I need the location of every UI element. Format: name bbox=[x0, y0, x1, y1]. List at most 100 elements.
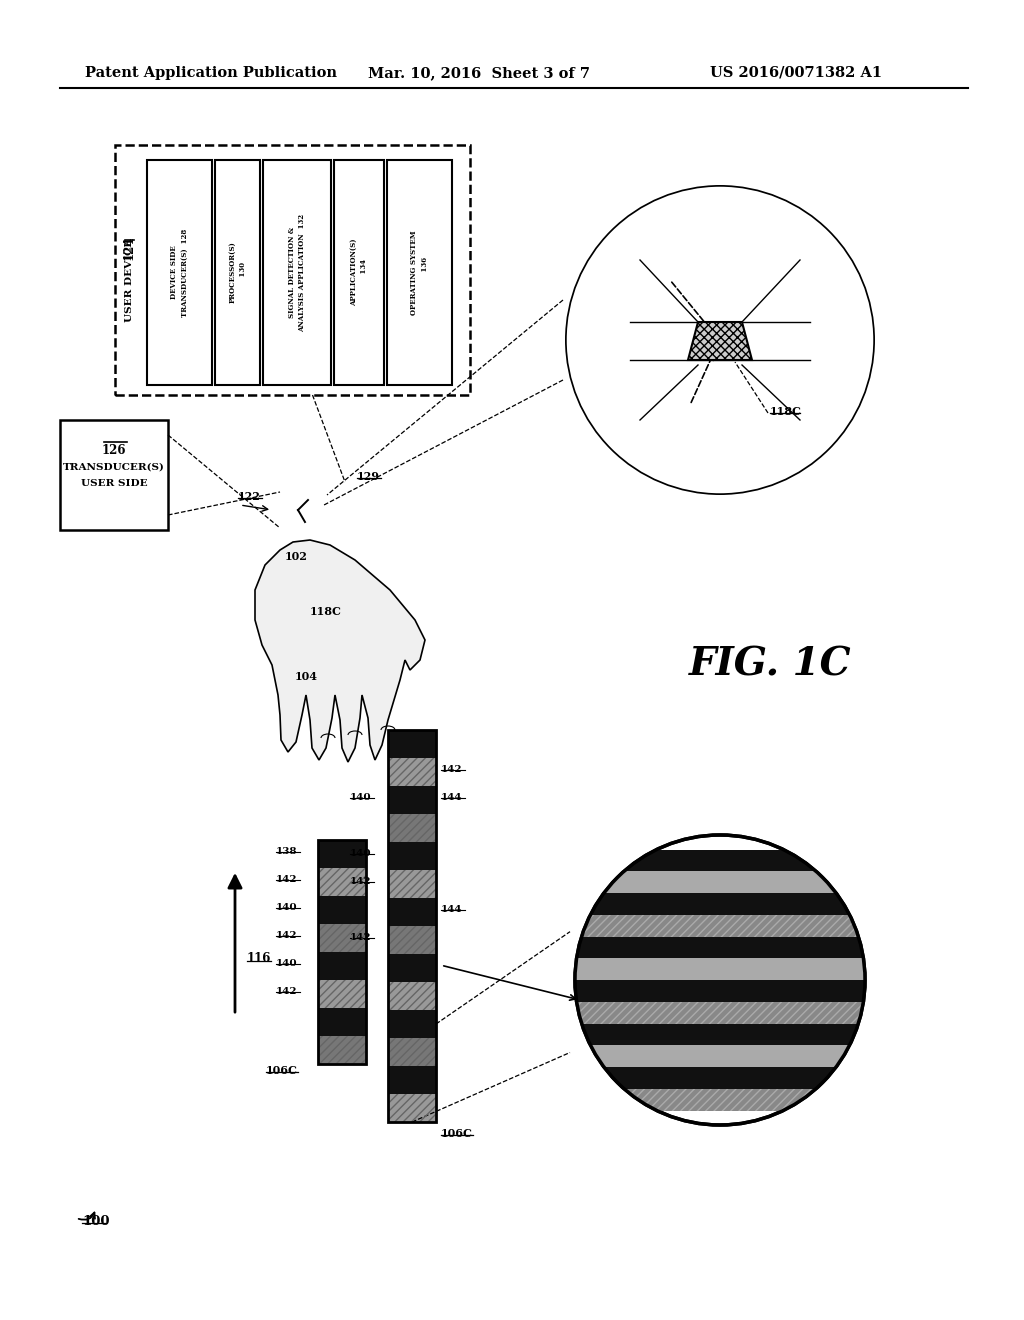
Text: 140: 140 bbox=[350, 793, 372, 803]
Text: OPERATING SYSTEM
       136: OPERATING SYSTEM 136 bbox=[411, 230, 429, 314]
Bar bbox=[318, 896, 366, 924]
Bar bbox=[388, 1038, 436, 1067]
Bar bbox=[575, 1045, 865, 1067]
Bar bbox=[334, 160, 384, 385]
Bar bbox=[318, 869, 366, 896]
Bar bbox=[388, 1094, 436, 1122]
Bar bbox=[263, 160, 331, 385]
Bar bbox=[388, 982, 436, 1010]
Text: US 2016/0071382 A1: US 2016/0071382 A1 bbox=[710, 66, 882, 81]
Bar bbox=[388, 758, 436, 785]
Text: 140: 140 bbox=[350, 849, 372, 858]
Bar bbox=[388, 730, 436, 1122]
Bar bbox=[387, 160, 452, 385]
Text: Patent Application Publication: Patent Application Publication bbox=[85, 66, 337, 81]
Text: 102: 102 bbox=[285, 550, 308, 562]
Text: 142: 142 bbox=[350, 933, 372, 942]
Bar bbox=[388, 870, 436, 898]
Text: 124: 124 bbox=[123, 236, 135, 260]
Circle shape bbox=[565, 185, 874, 495]
Polygon shape bbox=[688, 322, 752, 360]
Text: 142: 142 bbox=[350, 876, 372, 886]
Bar bbox=[575, 871, 865, 894]
Bar bbox=[575, 1067, 865, 1089]
Bar bbox=[388, 982, 436, 1010]
Text: USER SIDE: USER SIDE bbox=[81, 479, 147, 487]
Bar bbox=[388, 814, 436, 842]
Text: 116: 116 bbox=[247, 953, 271, 965]
Bar bbox=[388, 870, 436, 898]
Bar bbox=[575, 1002, 865, 1023]
Text: APPLICATION(S)
     134: APPLICATION(S) 134 bbox=[350, 239, 369, 306]
Text: 140: 140 bbox=[276, 903, 298, 912]
Bar bbox=[388, 927, 436, 954]
Bar bbox=[318, 1036, 366, 1064]
Bar bbox=[388, 758, 436, 785]
Bar bbox=[388, 1067, 436, 1094]
Bar bbox=[285, 524, 311, 536]
Bar bbox=[388, 898, 436, 927]
Bar bbox=[388, 785, 436, 814]
Bar bbox=[575, 1089, 865, 1110]
Text: 138: 138 bbox=[276, 847, 298, 855]
Bar bbox=[388, 842, 436, 870]
Bar bbox=[285, 459, 311, 473]
Bar bbox=[318, 924, 366, 952]
Bar bbox=[575, 1023, 865, 1045]
Bar bbox=[575, 850, 865, 871]
Text: 142: 142 bbox=[276, 875, 298, 884]
Text: Mar. 10, 2016  Sheet 3 of 7: Mar. 10, 2016 Sheet 3 of 7 bbox=[368, 66, 590, 81]
Text: 100: 100 bbox=[82, 1214, 110, 1228]
Bar bbox=[575, 915, 865, 936]
Bar bbox=[318, 840, 366, 1064]
Text: 129: 129 bbox=[357, 471, 380, 482]
Text: 104: 104 bbox=[295, 671, 318, 682]
Text: 142: 142 bbox=[441, 766, 463, 774]
Bar bbox=[575, 936, 865, 958]
Bar bbox=[575, 915, 865, 936]
Bar bbox=[575, 1045, 865, 1067]
Bar bbox=[575, 1002, 865, 1023]
Bar bbox=[318, 979, 366, 1008]
Text: 118C: 118C bbox=[310, 606, 342, 616]
Text: TRANSDUCER(S): TRANSDUCER(S) bbox=[63, 462, 165, 471]
Bar bbox=[575, 1089, 865, 1110]
Polygon shape bbox=[339, 473, 355, 524]
Bar bbox=[318, 869, 366, 896]
Polygon shape bbox=[255, 540, 425, 762]
Text: 144: 144 bbox=[441, 906, 463, 913]
Bar bbox=[318, 924, 366, 952]
Bar bbox=[575, 958, 865, 979]
Circle shape bbox=[575, 836, 865, 1125]
Text: SIGNAL DETECTION &
ANALYSIS APPLICATION  132: SIGNAL DETECTION & ANALYSIS APPLICATION … bbox=[288, 214, 306, 331]
Text: 140: 140 bbox=[276, 960, 298, 968]
Bar bbox=[318, 952, 366, 979]
Bar bbox=[388, 1094, 436, 1122]
Text: FIG. 1C: FIG. 1C bbox=[689, 645, 851, 684]
Bar bbox=[60, 420, 168, 531]
Bar bbox=[575, 979, 865, 1002]
Bar bbox=[147, 160, 212, 385]
Bar bbox=[575, 871, 865, 894]
Bar bbox=[388, 954, 436, 982]
Bar bbox=[388, 814, 436, 842]
Text: 126: 126 bbox=[101, 444, 126, 457]
Text: 106C: 106C bbox=[266, 1065, 298, 1076]
Bar bbox=[388, 927, 436, 954]
Bar bbox=[575, 894, 865, 915]
Text: 142: 142 bbox=[276, 987, 298, 997]
Text: 118C: 118C bbox=[770, 407, 802, 417]
Bar bbox=[115, 145, 470, 395]
Text: 122: 122 bbox=[238, 491, 261, 502]
Bar bbox=[388, 1038, 436, 1067]
Bar bbox=[318, 979, 366, 1008]
Text: PROCESSOR(S)
   130: PROCESSOR(S) 130 bbox=[228, 242, 247, 304]
Bar bbox=[318, 840, 366, 869]
Bar bbox=[215, 160, 260, 385]
Bar bbox=[575, 958, 865, 979]
Bar bbox=[318, 1008, 366, 1036]
Bar bbox=[388, 730, 436, 758]
Circle shape bbox=[274, 486, 322, 535]
Bar bbox=[388, 1010, 436, 1038]
Text: 106C: 106C bbox=[441, 1129, 473, 1139]
